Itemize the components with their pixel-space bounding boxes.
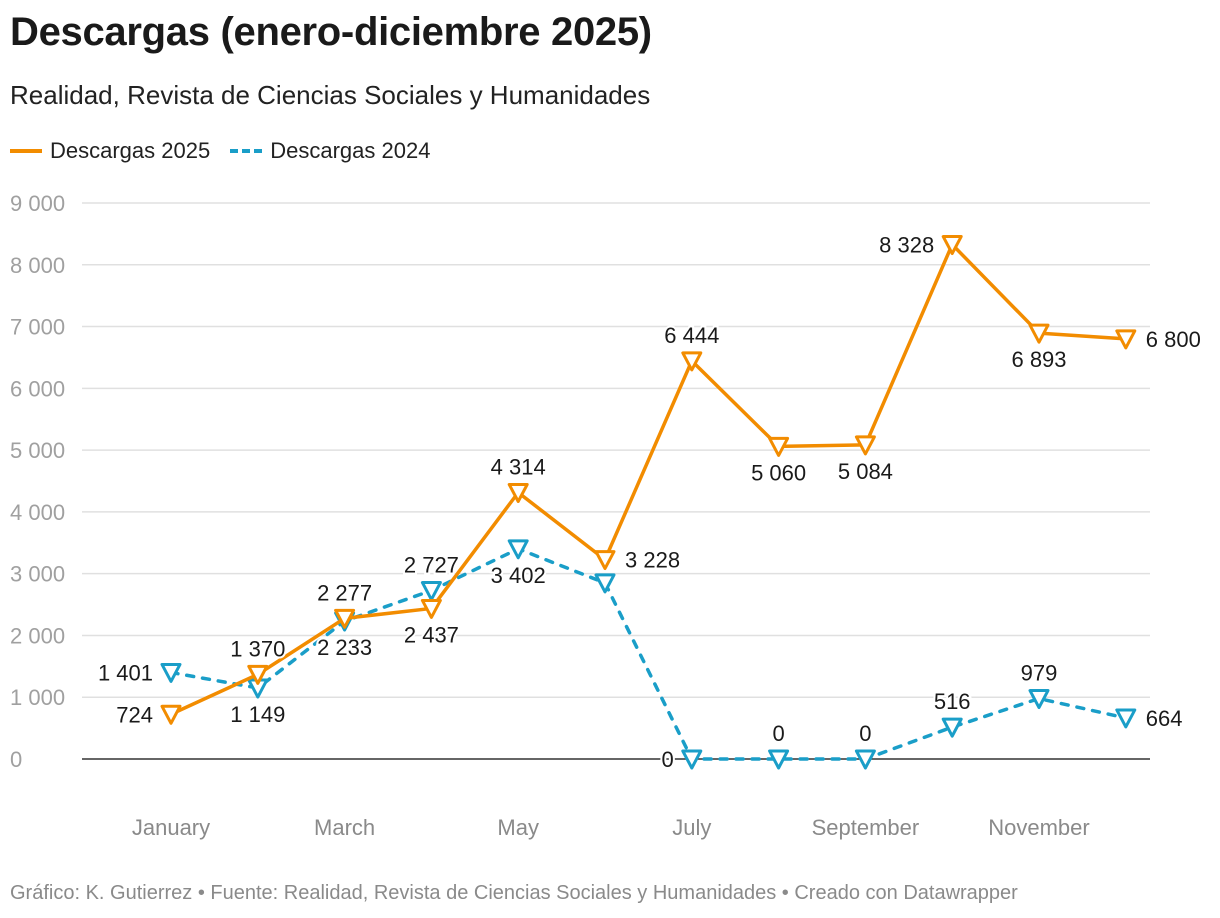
y-tick-label-8000: 8 000 xyxy=(10,253,65,278)
data-label-2024-january: 1 401 xyxy=(98,660,153,685)
marker-2024-december xyxy=(1115,708,1137,729)
legend-item-2024: Descargas 2024 xyxy=(230,138,430,164)
marker-2025-august xyxy=(768,436,790,457)
marker-2025-october xyxy=(941,235,963,256)
chart-subtitle: Realidad, Revista de Ciencias Sociales y… xyxy=(10,80,651,110)
data-label-2025-march: 2 277 xyxy=(317,580,372,605)
data-label-2024-february: 1 149 xyxy=(230,702,285,727)
x-tick-label-january: January xyxy=(132,815,210,840)
series-line-2025 xyxy=(169,242,1128,717)
data-label-2024-july: 0 xyxy=(662,747,674,772)
data-label-2025-december: 6 800 xyxy=(1146,327,1201,352)
data-label-2025-september: 5 084 xyxy=(838,459,893,484)
x-tick-label-may: May xyxy=(497,815,539,840)
marker-2024-june xyxy=(594,573,616,594)
legend-item-2025: Descargas 2025 xyxy=(10,138,210,164)
y-tick-label-9000: 9 000 xyxy=(10,191,65,216)
chart-footer: Gráfico: K. Gutierrez • Fuente: Realidad… xyxy=(10,882,1018,904)
series-line-2024 xyxy=(169,547,1128,761)
marker-2025-july xyxy=(681,351,703,372)
y-tick-label-6000: 6 000 xyxy=(10,376,65,401)
data-label-2025-february: 1 370 xyxy=(230,636,285,661)
marker-2024-january xyxy=(160,662,182,683)
legend-swatch-2025 xyxy=(10,149,42,153)
marker-2025-june xyxy=(594,550,616,571)
data-label-2025-january: 724 xyxy=(116,702,153,727)
y-tick-label-3000: 3 000 xyxy=(10,562,65,587)
data-label-2025-april: 2 437 xyxy=(404,622,459,647)
marker-2024-august xyxy=(768,749,790,770)
data-label-2024-march: 2 233 xyxy=(317,635,372,660)
y-tick-label-5000: 5 000 xyxy=(10,438,65,463)
chart-title: Descargas (enero-diciembre 2025) xyxy=(10,10,652,54)
marker-2024-may xyxy=(507,539,529,560)
y-tick-label-7000: 7 000 xyxy=(10,315,65,340)
marker-2025-april xyxy=(420,598,442,619)
data-label-2025-may: 4 314 xyxy=(491,454,546,479)
marker-2024-april xyxy=(420,581,442,602)
marker-2024-july xyxy=(681,749,703,770)
x-tick-label-july: July xyxy=(672,815,711,840)
legend-swatch-2024 xyxy=(230,149,263,153)
data-label-2024-december: 664 xyxy=(1146,706,1183,731)
data-label-2025-august: 5 060 xyxy=(751,460,806,485)
marker-2024-november xyxy=(1028,689,1050,710)
data-label-2025-november: 6 893 xyxy=(1011,347,1066,372)
y-tick-label-2000: 2 000 xyxy=(10,623,65,648)
marker-2025-january xyxy=(160,704,182,725)
data-label-2025-october: 8 328 xyxy=(879,233,934,258)
marker-2025-december xyxy=(1115,329,1137,350)
marker-2025-february xyxy=(247,664,269,685)
data-label-2024-may: 3 402 xyxy=(491,563,546,588)
marker-2025-november xyxy=(1028,323,1050,344)
chart-legend: Descargas 2025 Descargas 2024 xyxy=(10,138,430,164)
data-label-2025-july: 6 444 xyxy=(664,323,719,348)
marker-2025-march xyxy=(334,608,356,629)
data-label-2024-october: 516 xyxy=(934,689,971,714)
x-tick-label-november: November xyxy=(988,815,1089,840)
y-tick-label-0: 0 xyxy=(10,747,22,772)
x-tick-label-september: September xyxy=(812,815,920,840)
data-label-2025-june: 3 228 xyxy=(625,548,680,573)
marker-2025-may xyxy=(507,482,529,503)
data-label-2024-september: 0 xyxy=(859,721,871,746)
marker-2025-september xyxy=(854,435,876,456)
legend-label-2024: Descargas 2024 xyxy=(270,138,431,163)
data-label-2024-april: 2 727 xyxy=(404,553,459,578)
marker-2024-september xyxy=(854,749,876,770)
data-label-2024-november: 979 xyxy=(1021,661,1058,686)
legend-label-2025: Descargas 2025 xyxy=(50,138,211,163)
y-tick-label-4000: 4 000 xyxy=(10,500,65,525)
x-tick-label-march: March xyxy=(314,815,375,840)
marker-2024-october xyxy=(941,717,963,738)
data-label-2024-august: 0 xyxy=(772,721,784,746)
y-tick-label-1000: 1 000 xyxy=(10,685,65,710)
